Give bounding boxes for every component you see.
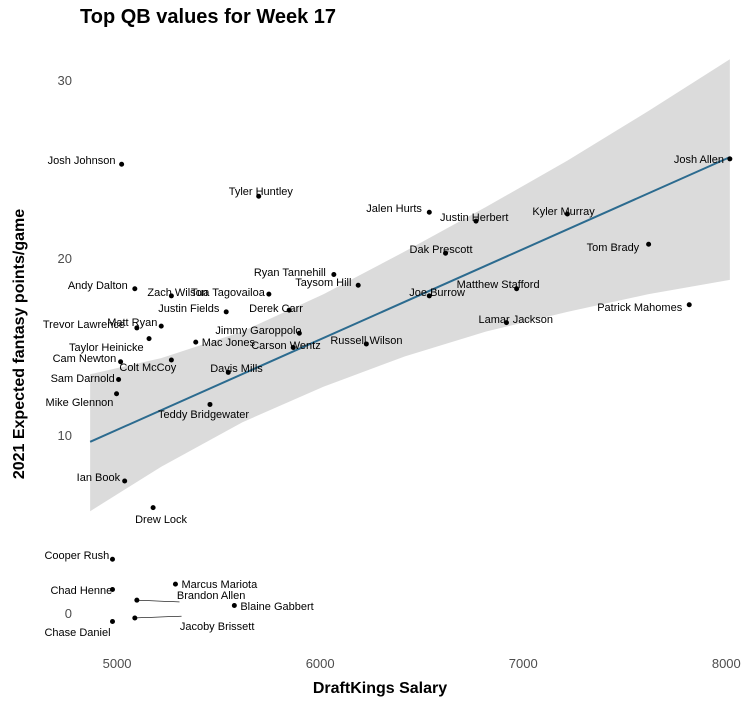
label-leader — [137, 600, 180, 602]
data-point — [122, 478, 127, 483]
data-point — [147, 336, 152, 341]
point-label: Mac Jones — [202, 338, 255, 349]
y-tick-label: 30 — [58, 73, 72, 88]
data-point — [727, 156, 732, 161]
x-tick-label: 8000 — [712, 656, 741, 671]
point-label: Teddy Bridgewater — [158, 410, 249, 421]
point-label: Colt McCoy — [119, 363, 176, 374]
x-axis-title: DraftKings Salary — [0, 680, 755, 698]
data-point — [116, 377, 121, 382]
data-point — [110, 557, 115, 562]
data-point — [151, 505, 156, 510]
data-point — [232, 603, 237, 608]
data-point — [134, 598, 139, 603]
label-leader — [135, 616, 182, 618]
data-point — [110, 619, 115, 624]
y-tick-label: 10 — [58, 428, 72, 443]
data-point — [266, 292, 271, 297]
point-label: Blaine Gabbert — [240, 602, 313, 613]
point-label: Patrick Mahomes — [597, 303, 682, 314]
point-label: Jacoby Brissett — [180, 622, 255, 633]
point-label: Tom Brady — [587, 243, 640, 254]
data-point — [132, 615, 137, 620]
point-label: Sam Darnold — [51, 374, 115, 385]
point-label: Ian Book — [77, 473, 120, 484]
x-tick-label: 5000 — [103, 656, 132, 671]
point-label: Taylor Heinicke — [69, 343, 144, 354]
point-label: Justin Fields — [158, 304, 219, 315]
point-label: Josh Johnson — [48, 156, 116, 167]
y-tick-label: 0 — [65, 606, 72, 621]
data-point — [207, 402, 212, 407]
point-label: Jimmy Garoppolo — [215, 326, 301, 337]
chart-title: Top QB values for Week 17 — [80, 6, 336, 29]
data-point — [646, 242, 651, 247]
data-point — [114, 391, 119, 396]
point-label: Cam Newton — [53, 354, 117, 365]
point-label: Matthew Stafford — [457, 280, 540, 291]
point-label: Taysom Hill — [295, 278, 351, 289]
x-tick-label: 6000 — [306, 656, 335, 671]
point-label: Mike Glennon — [46, 398, 114, 409]
point-label: Ryan Tannehill — [254, 268, 326, 279]
point-label: Dak Prescott — [410, 245, 473, 256]
data-point — [159, 324, 164, 329]
y-tick-label: 20 — [58, 251, 72, 266]
point-label: Trevor Lawrence — [43, 320, 125, 331]
point-label: Chase Daniel — [44, 628, 110, 639]
point-label: Davis Mills — [210, 364, 263, 375]
point-label: Jalen Hurts — [366, 204, 422, 215]
point-label: Josh Allen — [674, 155, 724, 166]
point-label: Derek Carr — [249, 304, 303, 315]
data-point — [687, 302, 692, 307]
confidence-ribbon — [90, 59, 730, 511]
data-point — [132, 286, 137, 291]
point-label: Justin Herbert — [440, 213, 508, 224]
data-point — [193, 340, 198, 345]
point-label: Drew Lock — [135, 515, 187, 526]
point-label: Kyler Murray — [532, 207, 594, 218]
data-point — [119, 162, 124, 167]
point-label: Russell Wilson — [330, 336, 402, 347]
point-label: Brandon Allen — [177, 591, 246, 602]
plot-svg — [80, 45, 740, 650]
y-axis-title: 2021 Expected fantasy points/game — [11, 204, 29, 484]
point-label: Chad Henne — [50, 586, 112, 597]
point-label: Carson Wentz — [251, 341, 321, 352]
chart-container: Top QB values for Week 17 2021 Expected … — [0, 0, 755, 704]
data-point — [224, 309, 229, 314]
point-label: Tyler Huntley — [229, 187, 293, 198]
data-point — [427, 210, 432, 215]
plot-area — [80, 45, 740, 650]
point-label: Joe Burrow — [409, 288, 465, 299]
data-point — [356, 283, 361, 288]
data-point — [173, 582, 178, 587]
point-label: Andy Dalton — [68, 281, 128, 292]
point-label: Cooper Rush — [44, 551, 109, 562]
trend-line — [90, 157, 730, 442]
point-label: Zach Wilson — [147, 288, 208, 299]
x-tick-label: 7000 — [509, 656, 538, 671]
point-label: Lamar Jackson — [478, 315, 553, 326]
